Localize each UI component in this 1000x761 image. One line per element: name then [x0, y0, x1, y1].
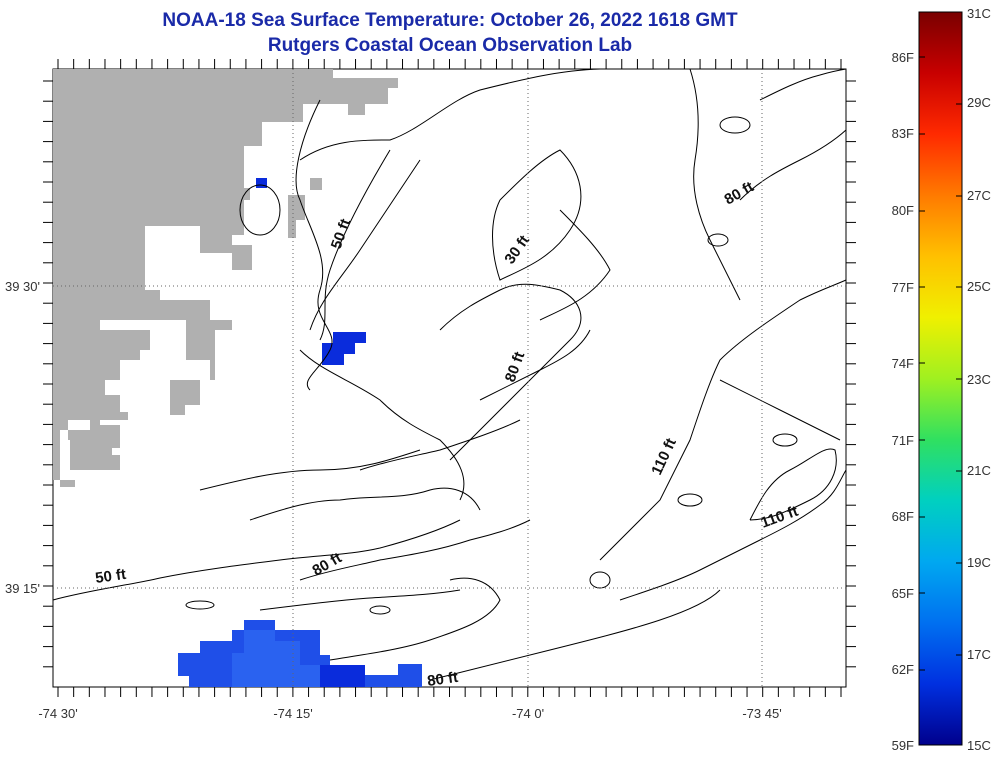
fahrenheit-label: 59F: [892, 738, 914, 753]
celsius-label: 15C: [967, 738, 991, 753]
celsius-label: 17C: [967, 647, 991, 662]
fahrenheit-label: 80F: [892, 203, 914, 218]
lat-label: 39 30': [5, 279, 40, 294]
contour-label: 50 ft: [94, 566, 127, 587]
fahrenheit-label: 83F: [892, 126, 914, 141]
fahrenheit-label: 77F: [892, 280, 914, 295]
colorbar-gradient: [918, 11, 963, 746]
celsius-label: 19C: [967, 555, 991, 570]
axis-ticks: [43, 59, 856, 697]
celsius-label: 27C: [967, 188, 991, 203]
fahrenheit-label: 71F: [892, 433, 914, 448]
fahrenheit-label: 86F: [892, 50, 914, 65]
sst-pixels: [178, 178, 422, 687]
lon-label: -73 45': [742, 706, 781, 721]
colorbar-celsius-labels: 31C 29C 27C 25C 23C 21C 19C 17C 15C: [967, 6, 991, 753]
bathymetry-contours: [52, 68, 847, 681]
lat-label: 39 15': [5, 581, 40, 596]
lon-label: -74 15': [273, 706, 312, 721]
land-mass: [53, 69, 398, 487]
celsius-label: 31C: [967, 6, 991, 21]
fahrenheit-label: 65F: [892, 586, 914, 601]
lon-label: -74 30': [38, 706, 77, 721]
graticule: [53, 69, 846, 687]
colorbar: 31C 29C 27C 25C 23C 21C 19C 17C 15C 86F …: [892, 6, 991, 753]
lon-label: -74 0': [512, 706, 544, 721]
latitude-labels: 39 30' 39 15': [5, 279, 40, 596]
fahrenheit-label: 62F: [892, 662, 914, 677]
celsius-label: 23C: [967, 372, 991, 387]
celsius-label: 29C: [967, 95, 991, 110]
map-title: NOAA-18 Sea Surface Temperature: October…: [162, 10, 738, 31]
contour-label: 80 ft: [426, 669, 459, 690]
celsius-label: 21C: [967, 463, 991, 478]
colorbar-fahrenheit-labels: 86F 83F 80F 77F 74F 71F 68F 65F 62F 59F: [892, 50, 914, 753]
longitude-labels: -74 30' -74 15' -74 0' -73 45': [38, 706, 781, 721]
fahrenheit-label: 74F: [892, 356, 914, 371]
fahrenheit-label: 68F: [892, 509, 914, 524]
celsius-label: 25C: [967, 279, 991, 294]
map-subtitle: Rutgers Coastal Ocean Observation Lab: [267, 35, 633, 56]
